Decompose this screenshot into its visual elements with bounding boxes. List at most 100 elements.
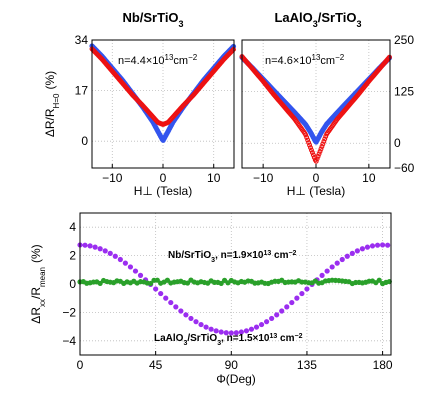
series-purple-point bbox=[258, 321, 265, 328]
series-green-point bbox=[154, 277, 160, 283]
x-tick-label: 0 bbox=[160, 171, 167, 185]
series-purple-point bbox=[127, 264, 134, 270]
series-red-point bbox=[231, 46, 236, 52]
panel-nb-srtio3: Nb/SrTiO3 −10 0 10 0 17 34 n=4.4×1013cm−2 H⊥ … bbox=[43, 10, 237, 198]
series-purple-point bbox=[294, 295, 300, 301]
series-purple-point bbox=[188, 315, 194, 322]
panel-a-title: Nb/SrTiO3 bbox=[122, 10, 183, 29]
x-tick-label: 180 bbox=[373, 358, 393, 372]
series-red-point bbox=[317, 149, 323, 154]
series-purple-point bbox=[137, 272, 144, 278]
series-purple-point bbox=[168, 299, 174, 306]
panel-a-ticks: −10 0 10 0 17 34 bbox=[75, 33, 221, 185]
series-purple-point bbox=[178, 308, 184, 314]
series-red-point bbox=[309, 147, 314, 153]
panel-c-frame bbox=[79, 212, 392, 356]
series-purple-point bbox=[218, 329, 224, 335]
series-red-point bbox=[306, 140, 312, 146]
y-tick-label: 0 bbox=[394, 136, 401, 150]
series-purple-point bbox=[349, 250, 355, 256]
series-red-point bbox=[309, 150, 315, 155]
series-purple-point bbox=[163, 295, 169, 301]
series-purple-point bbox=[339, 256, 345, 263]
panel-laalo3-srtio3: LaAlO3/SrTiO3 −10 0 10 −60 0 125 250 n=4.6×101… bbox=[239, 10, 415, 198]
panel-a-ylabel: ΔR/RH=0(%) bbox=[43, 71, 61, 137]
series-purple-point bbox=[299, 290, 305, 297]
series-purple-point bbox=[334, 260, 340, 266]
series-red-point bbox=[322, 136, 328, 142]
series-green-point bbox=[376, 277, 382, 283]
x-tick-label: 90 bbox=[225, 358, 239, 372]
series-purple-point bbox=[379, 242, 386, 248]
series-red-point bbox=[305, 137, 311, 143]
x-tick-label: 0 bbox=[313, 171, 320, 185]
panel-b-annotation: n=4.6×1013cm−2 bbox=[265, 53, 345, 68]
panel-c-ticks: 0 45 90 135 180 −4 −2 0 2 4 bbox=[62, 220, 393, 372]
series-purple-point bbox=[304, 286, 310, 292]
series-purple-point bbox=[253, 324, 260, 330]
panel-b-marks bbox=[239, 54, 393, 164]
series-red-point bbox=[318, 146, 324, 152]
x-tick-label: −10 bbox=[253, 171, 274, 185]
series-red-point bbox=[316, 151, 322, 157]
series-purple-point bbox=[369, 243, 376, 249]
series-green-point bbox=[148, 280, 154, 287]
y-tick-label: 0 bbox=[69, 277, 76, 291]
series-purple-point bbox=[228, 330, 234, 336]
series-red-point bbox=[320, 141, 326, 147]
panel-c-annotation-nb: Nb/SrTiO3, n=1.9×1013 cm−2 bbox=[168, 250, 297, 264]
series-purple-point bbox=[289, 299, 295, 306]
y-tick-label: −4 bbox=[62, 334, 76, 348]
panel-a-annotation: n=4.4×1013cm−2 bbox=[118, 53, 198, 68]
series-purple-point bbox=[97, 246, 103, 252]
series-purple-point bbox=[324, 268, 330, 274]
series-purple-point bbox=[238, 329, 244, 335]
series-red-point bbox=[387, 54, 392, 60]
y-tick-label: −2 bbox=[62, 305, 76, 319]
panel-c-annotation-lao: LaAlO3/SrTiO3, n=1.5×1013 cm−2 bbox=[154, 333, 303, 347]
panel-c-ylabel: ΔRxx/Rmean(%) bbox=[29, 244, 47, 323]
series-purple-point bbox=[243, 328, 250, 334]
panel-a-xlabel: H⊥ (Tesla) bbox=[134, 184, 192, 198]
y-tick-label: 2 bbox=[69, 249, 76, 263]
series-purple-point bbox=[364, 244, 371, 250]
x-tick-label: 0 bbox=[77, 358, 84, 372]
series-purple-point bbox=[132, 268, 139, 274]
series-purple-point bbox=[233, 330, 239, 336]
x-tick-label: 10 bbox=[207, 171, 221, 185]
panel-c-marks bbox=[77, 242, 392, 336]
series-purple-point bbox=[87, 243, 93, 249]
series-red-point bbox=[321, 138, 327, 144]
panel-b-xlabel: H⊥ (Tesla) bbox=[287, 184, 345, 198]
x-tick-label: 10 bbox=[362, 171, 376, 185]
series-purple-point bbox=[279, 308, 285, 314]
series-red-point bbox=[307, 142, 312, 148]
series-red-point bbox=[308, 145, 313, 151]
y-tick-label: 250 bbox=[394, 33, 414, 47]
series-purple-point bbox=[213, 328, 219, 334]
series-purple-point bbox=[329, 264, 335, 270]
series-purple-point bbox=[153, 286, 159, 292]
series-purple-point bbox=[223, 330, 229, 336]
series-purple-point bbox=[92, 244, 98, 250]
series-purple-point bbox=[102, 248, 108, 254]
series-purple-point bbox=[82, 242, 88, 248]
series-purple-point bbox=[158, 290, 164, 297]
series-purple-point bbox=[173, 304, 179, 310]
panel-a-marks bbox=[89, 43, 237, 143]
y-tick-label: 0 bbox=[81, 134, 88, 148]
panel-b-title: LaAlO3/SrTiO3 bbox=[274, 10, 361, 29]
y-tick-label: 4 bbox=[69, 220, 76, 234]
panel-a-grid bbox=[92, 39, 234, 168]
series-red-point bbox=[310, 152, 316, 158]
series-purple-point bbox=[193, 319, 199, 325]
x-tick-label: −10 bbox=[102, 171, 123, 185]
series-purple-point bbox=[208, 326, 214, 332]
series-purple-point bbox=[359, 246, 366, 252]
series-purple-point bbox=[344, 253, 350, 259]
series-purple-point bbox=[319, 272, 325, 278]
series-purple-point bbox=[374, 242, 381, 248]
y-tick-label: −60 bbox=[394, 161, 415, 175]
series-purple-point bbox=[385, 242, 391, 248]
series-purple-point bbox=[248, 326, 255, 332]
